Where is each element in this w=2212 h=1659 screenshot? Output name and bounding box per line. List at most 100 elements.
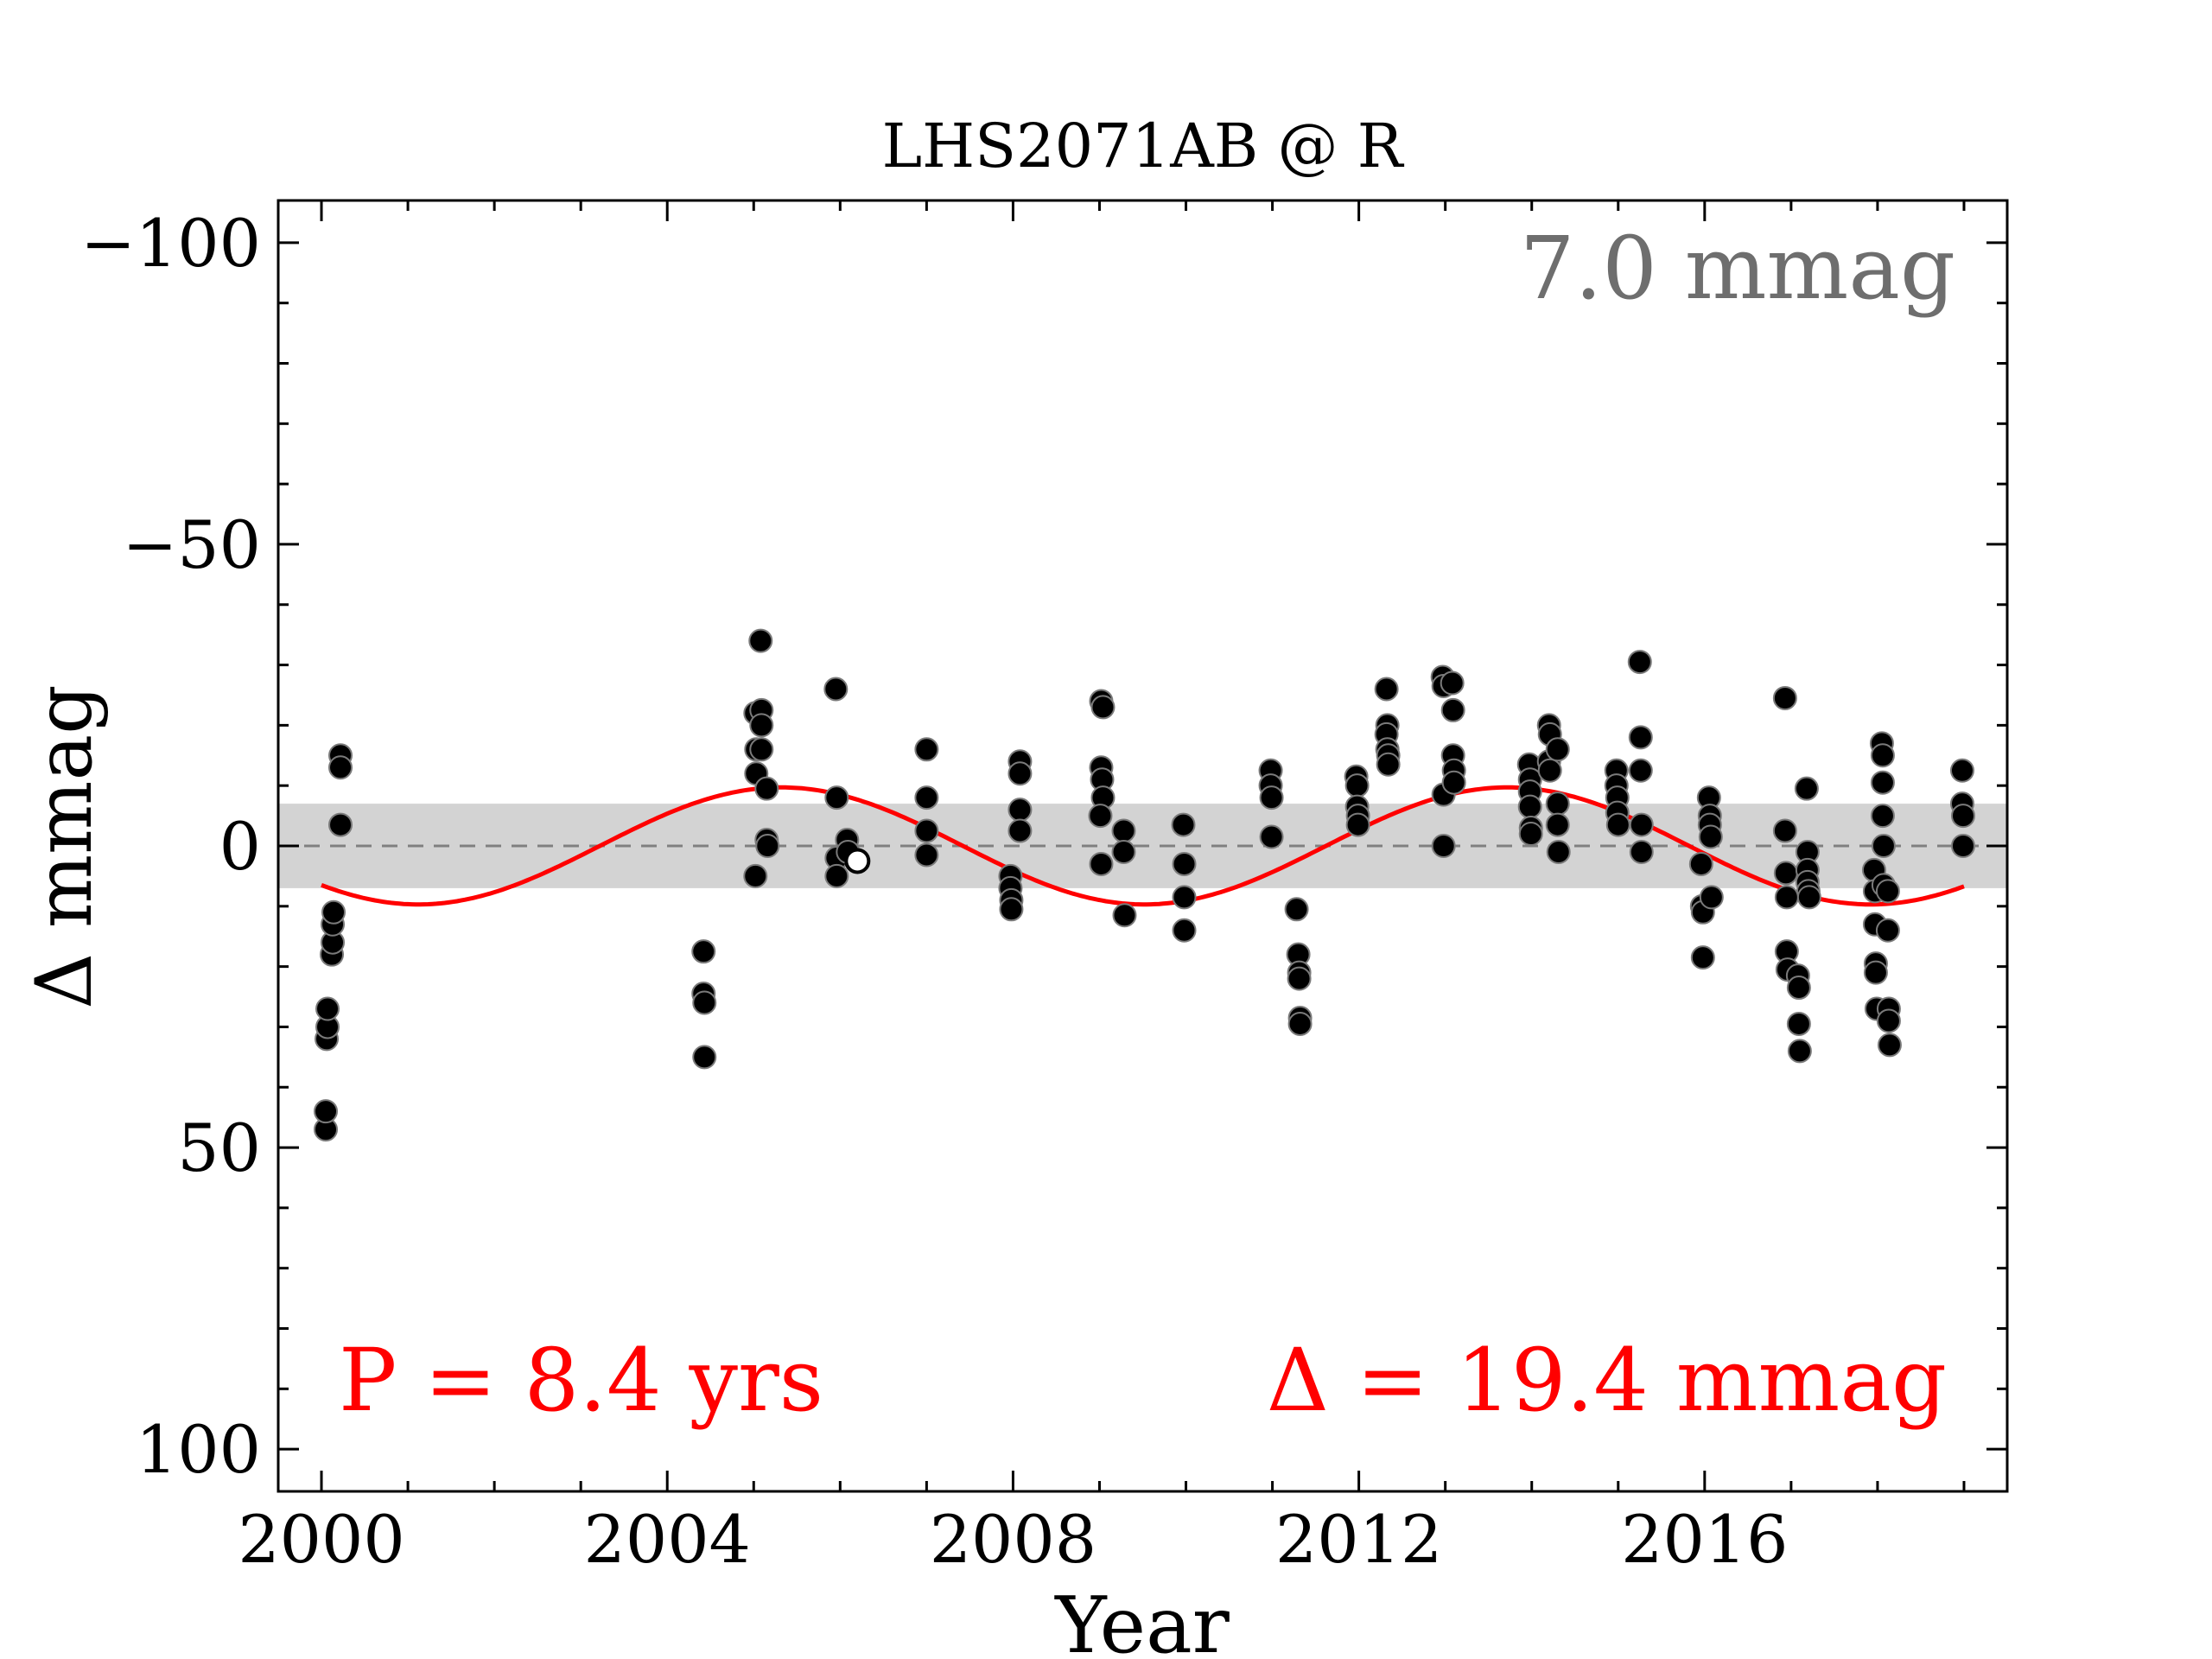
data-point — [1440, 697, 1465, 722]
x-tick-label: 2016 — [1621, 1501, 1788, 1578]
data-point — [824, 863, 849, 888]
data-point — [1605, 812, 1630, 837]
data-point — [914, 818, 939, 843]
fit-curve — [321, 785, 1965, 907]
data-point — [692, 990, 717, 1015]
data-point — [755, 834, 780, 858]
data-point — [315, 996, 340, 1021]
data-point — [1870, 743, 1895, 768]
data-point — [1090, 695, 1116, 720]
data-point — [1344, 773, 1370, 798]
x-tick-label: 2004 — [584, 1501, 751, 1578]
data-point — [1259, 785, 1284, 810]
data-point — [328, 812, 353, 837]
data-point — [1949, 758, 1974, 783]
data-point — [1875, 879, 1900, 904]
data-point — [1287, 966, 1312, 991]
data-point — [748, 628, 773, 653]
data-point — [1545, 737, 1570, 762]
data-point — [1545, 791, 1570, 817]
data-point — [1089, 851, 1114, 876]
data-point — [1284, 897, 1309, 922]
y-tick-label: 0 — [219, 808, 261, 885]
data-point — [1787, 1039, 1812, 1064]
data-point — [1950, 804, 1975, 829]
data-point — [1629, 839, 1654, 864]
data-point — [1629, 812, 1654, 837]
amplitude-label: Δ = 19.4 mmag — [1267, 1330, 1947, 1431]
data-point — [314, 1099, 339, 1124]
data-point — [1772, 685, 1797, 710]
data-points — [314, 628, 1975, 1142]
data-point — [1772, 818, 1797, 843]
data-point — [1111, 839, 1136, 864]
data-point — [1794, 776, 1819, 801]
data-point — [1259, 824, 1284, 849]
data-point — [844, 848, 871, 874]
data-point — [691, 939, 716, 964]
data-point — [1546, 839, 1571, 864]
data-point — [749, 737, 774, 762]
data-point — [1431, 834, 1456, 858]
data-point — [1628, 725, 1653, 750]
data-point — [1345, 812, 1370, 837]
data-point — [999, 897, 1024, 922]
band-width-label: 7.0 mmag — [1520, 218, 1955, 319]
data-point — [1007, 818, 1033, 843]
data-point — [1007, 798, 1033, 823]
data-point — [1690, 945, 1715, 970]
data-point — [1796, 885, 1821, 910]
data-point — [1171, 812, 1196, 837]
data-point — [914, 737, 939, 762]
data-point — [321, 899, 346, 925]
data-point — [1628, 758, 1653, 783]
y-tick-label: −100 — [80, 205, 261, 282]
data-point — [749, 713, 774, 738]
data-point — [823, 677, 849, 702]
data-point — [1112, 903, 1137, 928]
data-point — [1111, 818, 1136, 843]
data-point — [1786, 976, 1811, 1001]
data-point — [328, 755, 353, 780]
plot-frame — [276, 199, 2009, 1493]
data-point — [1007, 761, 1033, 786]
data-point — [1875, 918, 1900, 943]
data-point — [1374, 677, 1399, 702]
data-point — [754, 776, 779, 801]
data-point — [1376, 752, 1401, 777]
x-tick-label: 2000 — [238, 1501, 404, 1578]
data-point — [692, 1045, 717, 1070]
y-tick-label: 50 — [177, 1109, 261, 1186]
data-point — [1518, 822, 1543, 847]
data-point — [1627, 650, 1652, 675]
data-point — [1172, 885, 1197, 910]
data-point — [1871, 834, 1896, 858]
data-point — [1876, 1008, 1901, 1033]
data-point — [1870, 770, 1895, 795]
data-point — [1870, 804, 1895, 829]
data-point — [1172, 918, 1197, 943]
data-point — [1773, 861, 1798, 886]
data-point — [824, 785, 849, 810]
data-point — [1950, 834, 1975, 858]
x-tick-label: 2012 — [1275, 1501, 1442, 1578]
data-point — [1688, 851, 1713, 876]
data-point — [1698, 824, 1723, 849]
y-axis-label: Δ mmag — [19, 684, 110, 1009]
y-tick-label: −50 — [123, 506, 261, 583]
data-point — [1863, 960, 1888, 985]
data-point — [914, 842, 939, 868]
period-label: P = 8.4 yrs — [339, 1330, 823, 1431]
data-point — [1537, 758, 1562, 783]
x-tick-label: 2008 — [930, 1501, 1096, 1578]
data-point — [1699, 885, 1724, 910]
data-point — [914, 785, 939, 810]
tick-labels: 2000 2004 2008 2012 2016 −100 −50 0 50 100 — [80, 205, 1788, 1578]
data-point — [1287, 1011, 1313, 1036]
data-point — [1440, 671, 1465, 696]
data-point — [1441, 770, 1466, 795]
data-point — [1786, 1011, 1811, 1036]
data-point — [1877, 1033, 1902, 1058]
data-point — [1088, 804, 1113, 829]
